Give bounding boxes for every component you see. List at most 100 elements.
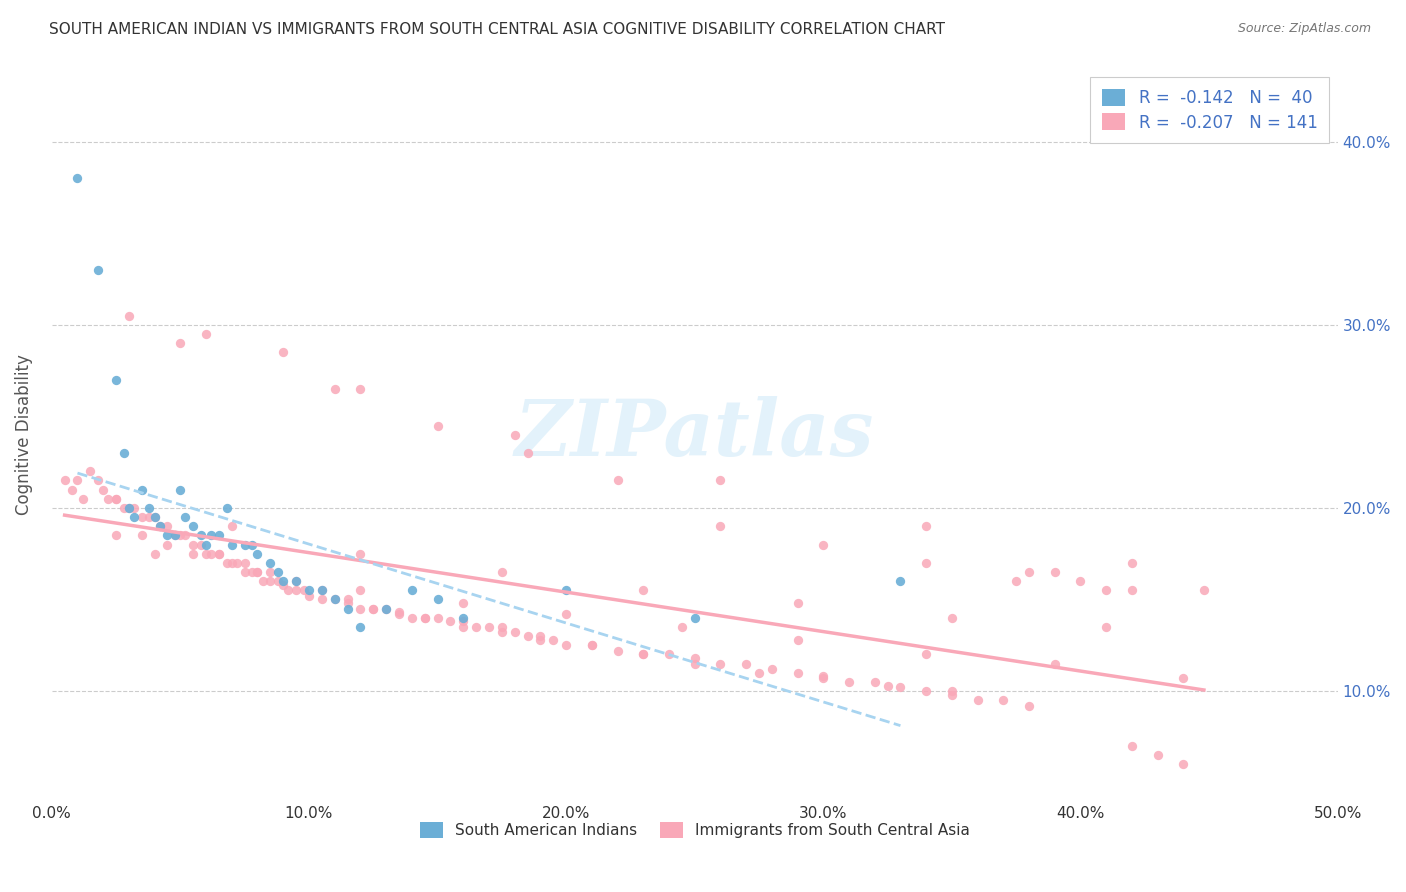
Point [889,681,911,695]
Point [233,537,256,551]
Point [1121,583,1143,598]
Point [169,528,191,542]
Point [1018,565,1040,579]
Point [426,611,449,625]
Point [60,483,83,497]
Point [451,611,474,625]
Point [786,596,808,610]
Point [215,556,238,570]
Point [1173,671,1195,685]
Point [541,632,564,647]
Point [105,373,128,387]
Point [606,474,628,488]
Point [388,605,411,619]
Point [311,592,333,607]
Point [259,556,281,570]
Point [1121,739,1143,753]
Point [413,611,436,625]
Point [271,345,294,359]
Point [181,519,204,533]
Point [581,638,603,652]
Point [143,510,166,524]
Point [1121,556,1143,570]
Point [138,500,160,515]
Point [813,537,835,551]
Point [1146,748,1168,763]
Y-axis label: Cognitive Disability: Cognitive Disability [15,354,32,516]
Point [323,592,346,607]
Point [439,615,461,629]
Point [336,601,359,615]
Point [174,510,197,524]
Point [105,491,128,506]
Point [267,574,290,589]
Point [709,474,731,488]
Point [516,629,538,643]
Point [683,657,706,671]
Point [200,547,222,561]
Point [683,651,706,665]
Point [165,528,187,542]
Point [349,620,371,634]
Point [267,565,290,579]
Point [1095,583,1118,598]
Point [889,574,911,589]
Point [311,583,333,598]
Point [156,537,179,551]
Point [491,625,513,640]
Point [131,510,153,524]
Point [1095,620,1118,634]
Point [451,615,474,629]
Point [311,583,333,598]
Point [413,611,436,625]
Point [233,556,256,570]
Point [221,556,243,570]
Point [323,592,346,607]
Text: SOUTH AMERICAN INDIAN VS IMMIGRANTS FROM SOUTH CENTRAL ASIA COGNITIVE DISABILITY: SOUTH AMERICAN INDIAN VS IMMIGRANTS FROM… [49,22,945,37]
Point [112,500,135,515]
Point [813,671,835,685]
Point [529,632,551,647]
Point [271,574,294,589]
Point [633,648,655,662]
Point [215,500,238,515]
Point [233,565,256,579]
Point [195,547,218,561]
Point [1043,565,1066,579]
Point [200,528,222,542]
Point [401,583,423,598]
Point [349,547,371,561]
Point [122,510,145,524]
Point [735,657,758,671]
Legend: South American Indians, Immigrants from South Central Asia: South American Indians, Immigrants from … [413,816,976,845]
Point [105,491,128,506]
Point [285,574,308,589]
Point [761,662,783,676]
Point [426,592,449,607]
Point [361,601,384,615]
Point [169,483,191,497]
Point [66,474,89,488]
Point [240,565,263,579]
Point [478,620,501,634]
Point [174,528,197,542]
Point [221,519,243,533]
Point [143,510,166,524]
Point [1005,574,1028,589]
Point [169,336,191,351]
Point [915,519,938,533]
Point [91,483,114,497]
Point [1192,583,1215,598]
Point [915,556,938,570]
Point [786,632,808,647]
Point [221,537,243,551]
Point [277,583,299,598]
Point [259,574,281,589]
Point [516,446,538,460]
Point [246,565,269,579]
Point [491,620,513,634]
Point [105,528,128,542]
Point [375,601,398,615]
Point [208,547,231,561]
Point [863,674,886,689]
